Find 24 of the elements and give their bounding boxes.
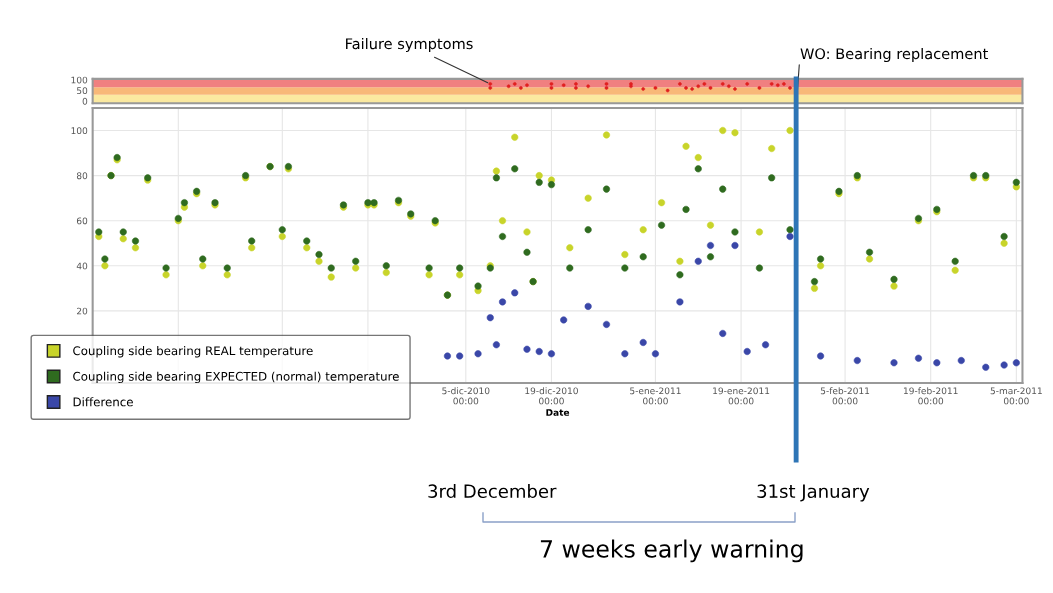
x-tick-label: 19-ene-2011 00:00 — [713, 387, 770, 405]
y-tick-label: 80 — [76, 172, 88, 180]
x-tick-label: 5-ene-2011 00:00 — [630, 387, 681, 405]
x-tick-label: 5-feb-2011 00:00 — [820, 387, 870, 405]
y-tick-label: 100 — [71, 127, 88, 135]
x-tick-label: 5-dic-2010 00:00 — [442, 387, 490, 405]
legend-label: Difference — [73, 397, 133, 407]
y-tick-label: 100 — [71, 76, 88, 84]
ref-line-label: WO: Bearing replacement — [800, 47, 988, 63]
legend-label: Coupling side bearing EXPECTED (normal) temperature — [73, 371, 399, 384]
text: 3rd December — [428, 484, 557, 499]
y-tick-label: 20 — [76, 307, 88, 315]
x-tick-label: 19-feb-2011 00:00 — [903, 387, 958, 405]
legend-label: Coupling side bearing REAL temperature — [73, 346, 313, 358]
y-tick-label: 0 — [82, 97, 88, 105]
y-tick-label: 60 — [76, 217, 88, 225]
x-axis-title: Date — [546, 409, 570, 416]
annotation: Failure symptoms — [346, 37, 473, 53]
text: 7 weeks early warning — [540, 539, 803, 563]
y-tick-label: 40 — [76, 262, 88, 270]
y-tick-label: 50 — [77, 87, 88, 95]
text: 31st January — [757, 484, 870, 502]
x-tick-label: 5-mar-2011 00:00 — [990, 387, 1042, 405]
x-tick-label: 19-dic-2010 00:00 — [525, 387, 578, 405]
